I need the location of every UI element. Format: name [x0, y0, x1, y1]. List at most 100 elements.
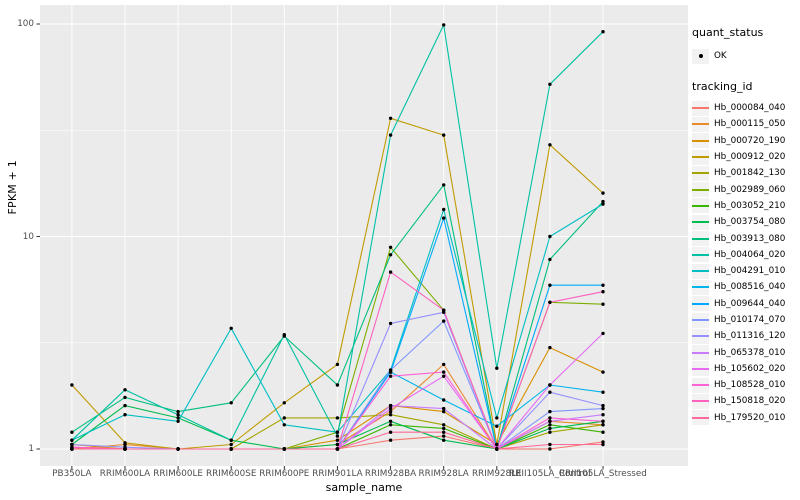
line-swatch-icon	[692, 335, 709, 338]
legend-item-label: Hb_000912_020	[714, 152, 786, 163]
y-axis-title: FPKM + 1	[6, 160, 19, 215]
x-tick-label-RRIM600PE: RRIM600PE	[259, 469, 310, 479]
x-tick-label-RRII105LA_Control: RRII105LA_Control	[509, 469, 591, 479]
legend-item-Hb_009644_040: Hb_009644_040	[692, 296, 800, 312]
legend-item-Hb_000720_190: Hb_000720_190	[692, 133, 800, 149]
line-swatch-icon	[692, 367, 709, 370]
legend-item-Hb_010174_070: Hb_010174_070	[692, 312, 800, 328]
x-tick-label-PB350LA: PB350LA	[52, 469, 92, 479]
legend-item-label: Hb_105602_020	[714, 363, 786, 374]
legend-item-label: Hb_011316_120	[714, 331, 786, 342]
legend-item-Hb_000084_040: Hb_000084_040	[692, 100, 800, 116]
panel-background	[40, 5, 688, 466]
legend-item-label: Hb_002989_060	[714, 184, 786, 195]
line-swatch-icon	[692, 107, 709, 110]
legend-item-Hb_002989_060: Hb_002989_060	[692, 181, 800, 198]
legend-item-Hb_000912_020: Hb_000912_020	[692, 149, 800, 165]
legend-item-label: Hb_003913_080	[714, 233, 786, 244]
ok-point-icon	[698, 54, 703, 58]
line-swatch-icon	[692, 172, 709, 175]
x-tick-label-RRII105LA_Stressed: RRII105LA_Stressed	[559, 469, 647, 479]
tracking-id-entries: Hb_000084_040 Hb_000115_050 Hb_000720_190 H…	[692, 100, 800, 426]
legend-key-Hb_004291_010	[692, 263, 709, 279]
legend-item-Hb_105602_020: Hb_105602_020	[692, 361, 800, 377]
line-swatch-icon	[692, 351, 709, 354]
legend: quant_status OK tracking_id Hb_000084_04…	[692, 26, 800, 426]
y-tick-label-1: 1	[28, 444, 34, 454]
legend-key-Hb_105602_020	[692, 361, 709, 377]
line-swatch-icon	[692, 253, 709, 256]
legend-key-Hb_065378_010	[692, 345, 709, 361]
line-swatch-icon	[692, 204, 709, 207]
line-swatch-icon	[692, 123, 709, 126]
legend-item-label: Hb_065378_010	[714, 347, 786, 358]
line-swatch-icon	[692, 302, 709, 305]
legend-key-Hb_002989_060	[692, 182, 709, 198]
legend-key-Hb_004064_020	[692, 247, 709, 263]
legend-item-Hb_108528_010: Hb_108528_010	[692, 377, 800, 393]
legend-key-Hb_001842_130	[692, 165, 709, 181]
x-tick-label-RRIM600LE: RRIM600LE	[153, 469, 203, 479]
legend-key-Hb_179520_010	[692, 410, 709, 426]
legend-item-label: Hb_000720_190	[714, 135, 786, 146]
line-swatch-icon	[692, 270, 709, 273]
legend-item-Hb_065378_010: Hb_065378_010	[692, 344, 800, 361]
x-tick-label-RRIM901LA: RRIM901LA	[312, 469, 363, 479]
x-axis-title: sample_name	[325, 481, 403, 494]
x-tick-label-RRIM928LA: RRIM928LA	[418, 469, 469, 479]
legend-item-ok-label: OK	[714, 51, 727, 61]
legend-item-quant-status-ok: OK	[692, 46, 800, 66]
legend-key-Hb_011316_120	[692, 328, 709, 344]
legend-key-Hb_003052_210	[692, 198, 709, 214]
legend-item-label: Hb_000115_050	[714, 119, 786, 130]
legend-item-label: Hb_010174_070	[714, 315, 786, 325]
axis-tick-marks	[36, 23, 604, 470]
legend-key-Hb_003913_080	[692, 231, 709, 247]
line-swatch-icon	[692, 319, 709, 321]
legend-item-label: Hb_000084_040	[714, 103, 786, 114]
legend-item-Hb_150818_020: Hb_150818_020	[692, 393, 800, 409]
legend-key-Hb_008516_040	[692, 279, 709, 295]
legend-item-Hb_004291_010: Hb_004291_010	[692, 263, 800, 279]
legend-key-Hb_010174_070	[692, 312, 709, 328]
legend-item-label: Hb_179520_010	[714, 412, 786, 423]
line-swatch-icon	[692, 188, 709, 191]
legend-key-Hb_000084_040	[692, 100, 709, 116]
line-swatch-icon	[692, 400, 709, 403]
legend-title-quant-status: quant_status	[692, 26, 764, 39]
legend-item-Hb_004064_020: Hb_004064_020	[692, 247, 800, 263]
line-swatch-icon	[692, 416, 709, 419]
line-swatch-icon	[692, 384, 709, 387]
x-tick-label-RRIM928BA: RRIM928BA	[364, 469, 417, 479]
legend-item-Hb_008516_040: Hb_008516_040	[692, 279, 800, 295]
data-points	[70, 23, 605, 451]
legend-item-label: Hb_108528_010	[714, 380, 786, 391]
legend-item-Hb_000115_050: Hb_000115_050	[692, 116, 800, 132]
line-swatch-icon	[692, 237, 709, 240]
legend-item-label: Hb_003052_210	[714, 200, 786, 211]
legend-item-label: Hb_150818_020	[714, 396, 786, 407]
legend-key-Hb_000720_190	[692, 133, 709, 149]
legend-item-label: Hb_004064_020	[714, 249, 786, 260]
legend-item-label: Hb_008516_040	[714, 282, 786, 293]
legend-item-label: Hb_004291_010	[714, 266, 786, 277]
y-tick-label-10: 10	[22, 231, 34, 242]
legend-title-tracking-id: tracking_id	[692, 80, 753, 93]
legend-key-Hb_150818_020	[692, 393, 709, 409]
legend-item-Hb_003754_080: Hb_003754_080	[692, 214, 800, 230]
line-swatch-icon	[692, 156, 709, 159]
line-swatch-icon	[692, 286, 709, 289]
legend-item-label: Hb_003754_080	[714, 217, 786, 228]
legend-item-Hb_003913_080: Hb_003913_080	[692, 230, 800, 247]
x-tick-label-RRIM600LA: RRIM600LA	[99, 469, 151, 479]
legend-key-Hb_003754_080	[692, 214, 709, 230]
legend-item-Hb_179520_010: Hb_179520_010	[692, 410, 800, 426]
legend-key-Hb_000912_020	[692, 149, 709, 165]
legend-key-Hb_009644_040	[692, 296, 709, 312]
legend-key-Hb_108528_010	[692, 377, 709, 393]
legend-key-ok	[692, 48, 709, 64]
legend-item-label: Hb_009644_040	[714, 298, 786, 309]
legend-item-Hb_003052_210: Hb_003052_210	[692, 198, 800, 214]
line-swatch-icon	[692, 221, 709, 224]
y-tick-label-100: 100	[17, 19, 34, 29]
